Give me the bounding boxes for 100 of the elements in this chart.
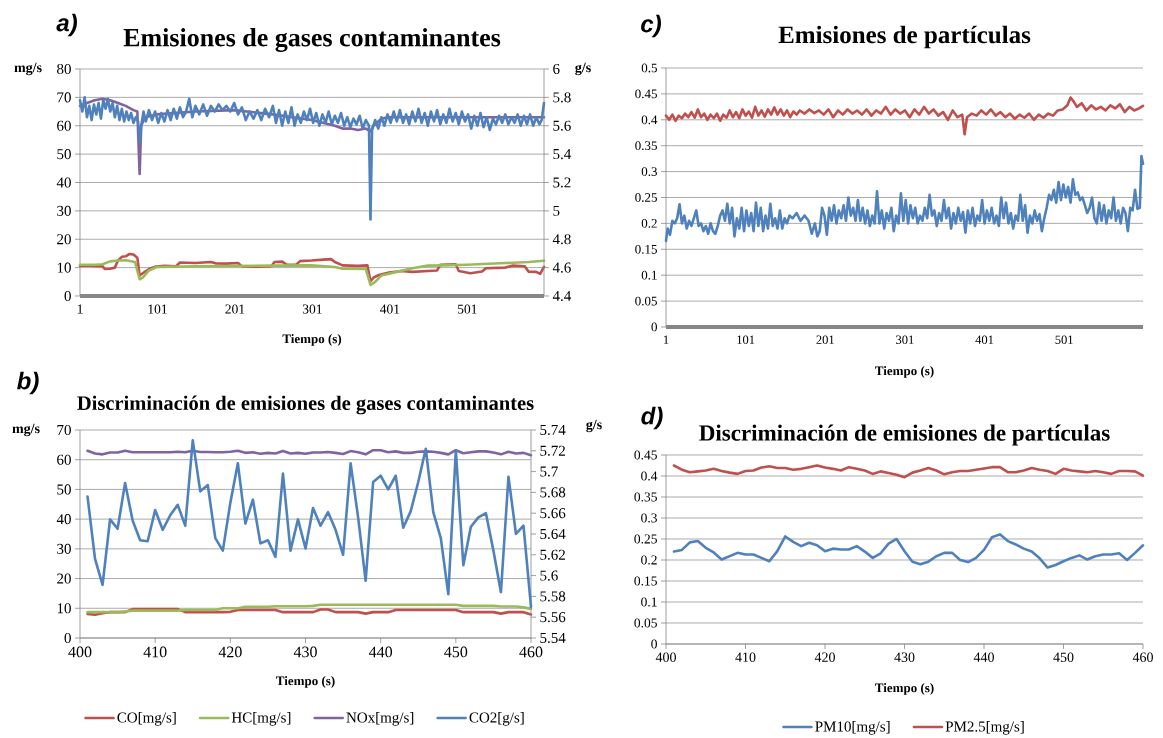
y-tick-label: 0.25 [635, 193, 657, 202]
x-tick-label: 410 [143, 646, 167, 658]
x-tick-label: 440 [368, 646, 393, 658]
y-tick-label: 20 [57, 234, 71, 245]
y2-axis-title: g/s [586, 419, 602, 433]
x-tick-label: 401 [380, 304, 400, 314]
y-tick-label: 50 [57, 484, 71, 495]
text: c) [641, 14, 661, 38]
chart-title: Discriminación de emisiones de partículas [699, 424, 1110, 446]
y-tick-label: 20 [57, 573, 71, 584]
y2-tick-label: 4.6 [552, 262, 571, 273]
y-tick-label: 40 [56, 514, 71, 525]
y-tick-label: 10 [57, 603, 71, 614]
y-tick-label: 0.2 [641, 555, 657, 565]
y-tick-label: 0.4 [641, 471, 658, 481]
x-tick-label: 410 [735, 652, 756, 662]
y2-tick-label: 4.8 [552, 234, 571, 245]
x-tick-label: 201 [816, 335, 834, 344]
y-tick-label: 0.45 [634, 450, 657, 460]
x-tick-label: 501 [457, 304, 477, 314]
y-tick-label: 0.1 [641, 597, 657, 607]
y-tick-label: 0.45 [635, 89, 657, 99]
x-tick-label: 420 [814, 652, 835, 662]
chart-title: Discriminación de emisiones de gases contaminantes [77, 395, 534, 415]
y-tick-label: 0.3 [641, 513, 657, 523]
y-tick-label: 60 [57, 120, 71, 131]
y-tick-label: 0.35 [634, 492, 657, 502]
legend-label: PM2.5[mg/s] [945, 721, 1024, 735]
y-tick-label: 0.1 [641, 270, 657, 280]
legend-label: CO2[g/s] [469, 712, 524, 726]
y-tick-label: 0.3 [641, 167, 657, 177]
y2-axis-title: g/s [575, 62, 591, 76]
x-tick-label: 501 [1055, 335, 1073, 344]
x-tick-label: 440 [973, 652, 994, 662]
line-series [664, 96, 1145, 136]
y-tick-label: 0.35 [635, 141, 657, 151]
y2-tick-label: 5.64 [540, 528, 566, 540]
y2-tick-label: 5.7 [540, 466, 558, 477]
y-tick-label: 40 [56, 177, 71, 188]
text: b) [17, 371, 39, 395]
x-tick-label: 301 [896, 335, 914, 344]
y-tick-label: 0.2 [641, 218, 657, 228]
x-tick-label: 430 [894, 652, 915, 662]
x-axis-title: Tiempo (s) [875, 366, 934, 378]
legend-label: NOx[mg/s] [346, 712, 414, 726]
y-tick-label: 0 [651, 639, 657, 649]
x-tick-label: 460 [1132, 652, 1153, 662]
y2-tick-label: 5.68 [540, 487, 566, 498]
legend-label: CO[mg/s] [117, 712, 176, 726]
y2-tick-label: 5 [553, 205, 560, 216]
text: d) [641, 406, 663, 430]
x-tick-label: 101 [148, 304, 167, 314]
x-tick-label: 401 [975, 335, 994, 344]
line-series [78, 96, 546, 221]
y2-tick-label: 6 [553, 63, 560, 75]
y2-tick-label: 5.56 [540, 612, 566, 623]
y-tick-label: 80 [57, 63, 71, 75]
y-tick-label: 0.4 [641, 115, 658, 125]
y-tick-label: 0 [651, 322, 657, 332]
y-tick-label: 0.05 [635, 296, 657, 306]
y2-tick-label: 5.8 [553, 92, 571, 103]
y-tick-label: 0.5 [641, 63, 657, 73]
x-tick-label: 450 [1053, 652, 1074, 662]
y-tick-label: 70 [57, 424, 71, 436]
x-tick-label: 1 [77, 304, 83, 314]
y2-tick-label: 5.6 [540, 570, 558, 581]
y2-tick-label: 5.72 [540, 445, 565, 456]
x-tick-label: 1 [663, 335, 669, 344]
y-tick-label: 0.15 [635, 244, 657, 254]
y-tick-label: 10 [57, 262, 71, 273]
chart-title: Emisiones de partículas [778, 25, 1031, 49]
y2-tick-label: 5.2 [553, 177, 571, 188]
line-series [86, 439, 533, 609]
x-tick-label: 400 [655, 652, 676, 662]
y2-tick-label: 5.6 [553, 120, 571, 131]
x-tick-label: 460 [519, 646, 543, 658]
x-axis-title: Tiempo (s) [276, 676, 335, 688]
x-tick-label: 420 [218, 646, 242, 658]
y2-tick-label: 5.62 [540, 549, 565, 560]
legend-label: HC[mg/s] [231, 712, 291, 726]
text: a) [56, 13, 77, 37]
legend-label: PM10[mg/s] [815, 721, 890, 735]
x-tick-label: 430 [293, 646, 317, 658]
x-axis-title: Tiempo (s) [282, 334, 342, 346]
y-tick-label: 30 [57, 205, 71, 216]
y2-tick-label: 4.4 [552, 290, 572, 302]
y-tick-label: 30 [57, 543, 71, 554]
y-tick-label: 0 [64, 290, 71, 302]
x-tick-label: 400 [68, 646, 92, 658]
chart-title: Emisiones de gases contaminantes [123, 28, 501, 52]
x-tick-label: 201 [225, 304, 245, 314]
y-tick-label: 0.25 [634, 534, 657, 544]
y-tick-label: 60 [57, 454, 71, 465]
y2-tick-label: 5.58 [540, 591, 566, 602]
x-axis-title: Tiempo (s) [875, 683, 934, 695]
y-tick-label: 0.15 [634, 576, 657, 586]
y2-tick-label: 5.4 [553, 149, 572, 160]
x-tick-label: 101 [737, 335, 755, 344]
y2-tick-label: 5.74 [540, 424, 566, 436]
y-tick-label: 50 [57, 149, 71, 160]
